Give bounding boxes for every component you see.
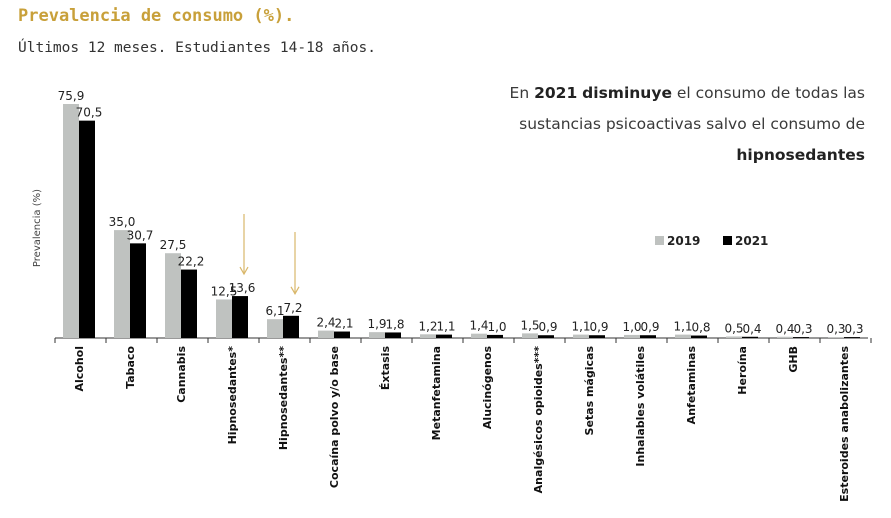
bar-2019 <box>165 253 181 338</box>
bar-2019 <box>573 334 589 338</box>
category-label: Hipnosedantes** <box>277 346 290 450</box>
data-label-2021: 7,2 <box>283 301 302 315</box>
data-label-2021: 1,0 <box>487 320 506 334</box>
data-label-2021: 0,9 <box>538 320 557 334</box>
bar-2019 <box>624 334 640 338</box>
category-label: Esteroides anabolizantes <box>838 346 851 502</box>
data-label-2019: 0,3 <box>826 322 845 336</box>
bar-2021 <box>691 335 707 338</box>
bar-2019 <box>420 334 436 338</box>
data-label-2019: 1,1 <box>571 320 590 334</box>
page-subtitle: Últimos 12 meses. Estudiantes 14-18 años… <box>18 40 376 56</box>
data-label-2019: 1,1 <box>673 320 692 334</box>
annotation-highlight: hipnosedantes <box>736 146 865 164</box>
category-label: Inhalables volátiles <box>634 346 647 467</box>
bar-2021 <box>334 331 350 338</box>
bar-2021 <box>130 243 146 338</box>
bar-2021 <box>487 334 503 338</box>
data-label-2021: 0,3 <box>844 322 863 336</box>
annotation-suffix: el consumo de todas las <box>671 84 865 102</box>
data-label-2021: 2,1 <box>334 317 353 331</box>
category-label: Anfetaminas <box>685 346 698 425</box>
category-label: Setas mágicas <box>583 346 596 436</box>
category-label: Alcohol <box>73 346 86 392</box>
legend-label-2019: 2019 <box>667 234 700 248</box>
data-label-2019: 2,4 <box>316 316 335 330</box>
bar-2019 <box>471 333 487 338</box>
bar-2021 <box>79 120 95 338</box>
data-label-2021: 1,8 <box>385 317 404 331</box>
bar-2019 <box>777 336 793 338</box>
category-label: Alucinógenos <box>481 346 494 430</box>
bar-2021 <box>844 337 860 338</box>
y-axis-label: Prevalencia (%) <box>32 189 43 267</box>
data-label-2021: 22,2 <box>178 255 205 269</box>
data-label-2021: 0,8 <box>691 321 710 335</box>
bar-2021 <box>589 335 605 338</box>
highlight-arrow-head <box>239 266 249 276</box>
data-label-2019: 1,0 <box>622 320 641 334</box>
category-label: Heroína <box>736 346 749 395</box>
annotation-year: 2021 <box>534 84 578 102</box>
data-label-2021: 30,7 <box>127 228 154 242</box>
category-label: GHB <box>787 346 800 373</box>
bar-2019 <box>318 330 334 338</box>
bar-2021 <box>283 315 299 338</box>
category-label: Éxtasis <box>379 346 392 391</box>
bar-2021 <box>181 269 197 338</box>
data-label-2021: 0,3 <box>793 322 812 336</box>
chart-annotation: En 2021 disminuye el consumo de todas la… <box>470 78 865 171</box>
annotation-verb: disminuye <box>582 84 672 102</box>
annotation-prefix: En <box>509 84 535 102</box>
data-label-2021: 13,6 <box>229 281 256 295</box>
data-label-2019: 0,5 <box>724 321 743 335</box>
category-label: Analgésicos opioides*** <box>532 346 545 494</box>
chart-marks: Prevalencia (%) 75,9 70,5 Alcohol 35,030,7 Ta… <box>32 89 872 502</box>
highlight-arrow-head <box>290 286 300 296</box>
data-label-2019: 1,2 <box>418 319 437 333</box>
data-label-2021: 0,4 <box>742 322 761 336</box>
annotation-line2: sustancias psicoactivas salvo el consumo… <box>519 115 865 133</box>
category-label: Cannabis <box>175 346 188 403</box>
bar-2019 <box>114 230 130 338</box>
category-label: Tabaco <box>124 346 137 389</box>
data-label-2021: 0,9 <box>589 320 608 334</box>
data-label-2021: 0,9 <box>640 320 659 334</box>
bar-2019 <box>726 336 742 338</box>
bar-2021 <box>742 336 758 338</box>
data-label-2019: 27,5 <box>160 238 187 252</box>
data-label-2021: 1,1 <box>436 320 455 334</box>
data-label-2019: 12,5 <box>211 284 238 298</box>
data-label-2019: 6,1 <box>265 304 284 318</box>
category-label: Metanfetamina <box>430 346 443 440</box>
data-label-2019: 1,5 <box>520 318 539 332</box>
bar-2019 <box>216 299 232 338</box>
bar-2019 <box>63 104 79 338</box>
bar-2019 <box>267 319 283 338</box>
data-label-2019: 1,9 <box>367 317 386 331</box>
data-label-2019: 1,4 <box>469 319 488 333</box>
category-label: Hipnosedantes* <box>226 346 239 445</box>
bar-2019 <box>369 332 385 338</box>
bar-2019 <box>522 333 538 338</box>
legend-swatch-2019 <box>655 236 664 245</box>
bar-2021 <box>436 334 452 338</box>
legend-swatch-2021 <box>723 236 732 245</box>
page-title: Prevalencia de consumo (%). <box>18 6 295 26</box>
bar-2021 <box>793 337 809 338</box>
data-label-2019: 35,0 <box>109 215 136 229</box>
bar-2019 <box>675 334 691 338</box>
data-label-2019: 75,9 <box>58 89 85 103</box>
data-label-2021: 70,5 <box>76 106 103 120</box>
data-label-2019: 0,4 <box>775 322 794 336</box>
category-label: Cocaína polvo y/o base <box>328 346 341 488</box>
bar-2021 <box>232 296 248 338</box>
bar-2019 <box>828 337 844 338</box>
bar-2021 <box>385 332 401 338</box>
bar-2021 <box>538 335 554 338</box>
legend-label-2021: 2021 <box>735 234 768 248</box>
bar-2021 <box>640 335 656 338</box>
